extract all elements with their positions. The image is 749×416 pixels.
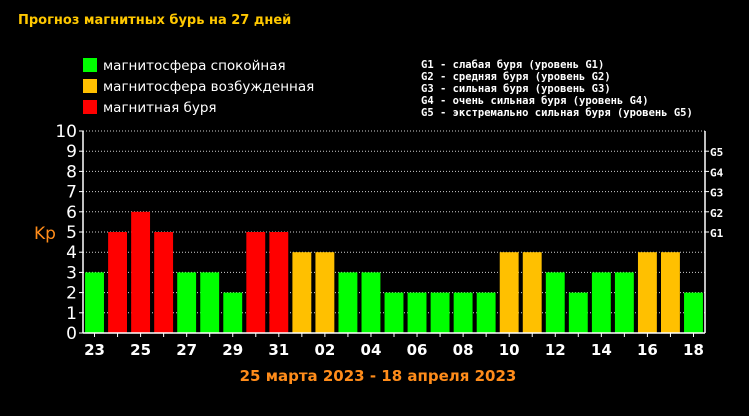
y-tick-label: 9 [66,142,77,162]
bar [660,252,680,333]
storm-level-g4: G4 - очень сильная буря (уровень G4) [421,95,649,107]
bar [315,252,335,333]
y-axis-label: Kp [34,224,56,244]
bar [131,211,151,333]
bar [200,272,220,333]
x-tick-label: 16 [637,341,658,359]
y-tick-label: 0 [66,324,77,344]
bar [108,232,128,333]
bar [177,272,197,333]
x-tick-label: 29 [222,341,243,359]
bar [85,272,104,333]
bar [614,272,634,333]
bar [384,292,404,333]
x-tick-label: 12 [545,341,566,359]
bar [361,272,381,333]
bar [407,292,427,333]
y-tick-label: 2 [66,284,77,304]
bar [684,292,703,333]
x-tick-label: 02 [314,341,335,359]
y-tick-label: 6 [66,203,77,223]
legend: магнитосфера спокойная магнитосфера возб… [83,58,314,116]
legend-label-active: магнитосфера возбужденная [103,79,314,95]
g-tick-label: G3 [710,187,723,200]
g-tick-label: G2 [710,207,723,220]
bar [430,292,450,333]
bar [591,272,611,333]
x-tick-label: 23 [84,341,105,359]
x-tick-label: 10 [499,341,520,359]
y-tick-label: 3 [66,263,77,283]
g-tick-label: G1 [710,227,724,240]
y-tick-label: 8 [66,162,77,182]
bar [522,252,542,333]
x-tick-label: 14 [591,341,612,359]
legend-swatch-active [83,79,97,93]
storm-level-legend: G1 - слабая буря (уровень G1) G2 - средн… [421,59,693,119]
y-tick-label: 10 [55,122,77,142]
bar [545,272,565,333]
x-tick-label: 27 [176,341,197,359]
legend-label-quiet: магнитосфера спокойная [103,58,286,74]
y-tick-label: 4 [66,243,77,263]
x-tick-label: 06 [407,341,428,359]
x-axis-label: 25 марта 2023 - 18 апреля 2023 [240,367,517,385]
y-tick-label: 5 [66,223,77,243]
bar [453,292,473,333]
x-tick-label: 18 [683,341,704,359]
g-tick-label: G4 [710,166,724,179]
x-tick-label: 08 [453,341,474,359]
chart-title: Прогноз магнитных бурь на 27 дней [18,13,291,28]
x-tick-label: 31 [268,341,289,359]
bar [269,232,289,333]
bar [223,292,243,333]
bar [637,252,657,333]
bar [292,252,312,333]
legend-label-storm: магнитная буря [103,100,217,116]
bar [154,232,174,333]
bar [338,272,358,333]
storm-level-g1: G1 - слабая буря (уровень G1) [421,59,604,71]
storm-level-g3: G3 - сильная буря (уровень G3) [421,83,611,95]
storm-level-g5: G5 - экстремально сильная буря (уровень … [421,107,693,119]
storm-level-g2: G2 - средняя буря (уровень G2) [421,71,611,83]
bar [246,232,266,333]
legend-swatch-storm [83,100,97,114]
x-tick-label: 25 [130,341,151,359]
g-tick-label: G5 [710,146,723,159]
y-tick-label: 7 [66,183,77,203]
bar [499,252,519,333]
y-tick-label: 1 [66,304,77,324]
legend-swatch-quiet [83,58,97,72]
bar [568,292,588,333]
x-tick-label: 04 [361,341,382,359]
bar [476,292,496,333]
